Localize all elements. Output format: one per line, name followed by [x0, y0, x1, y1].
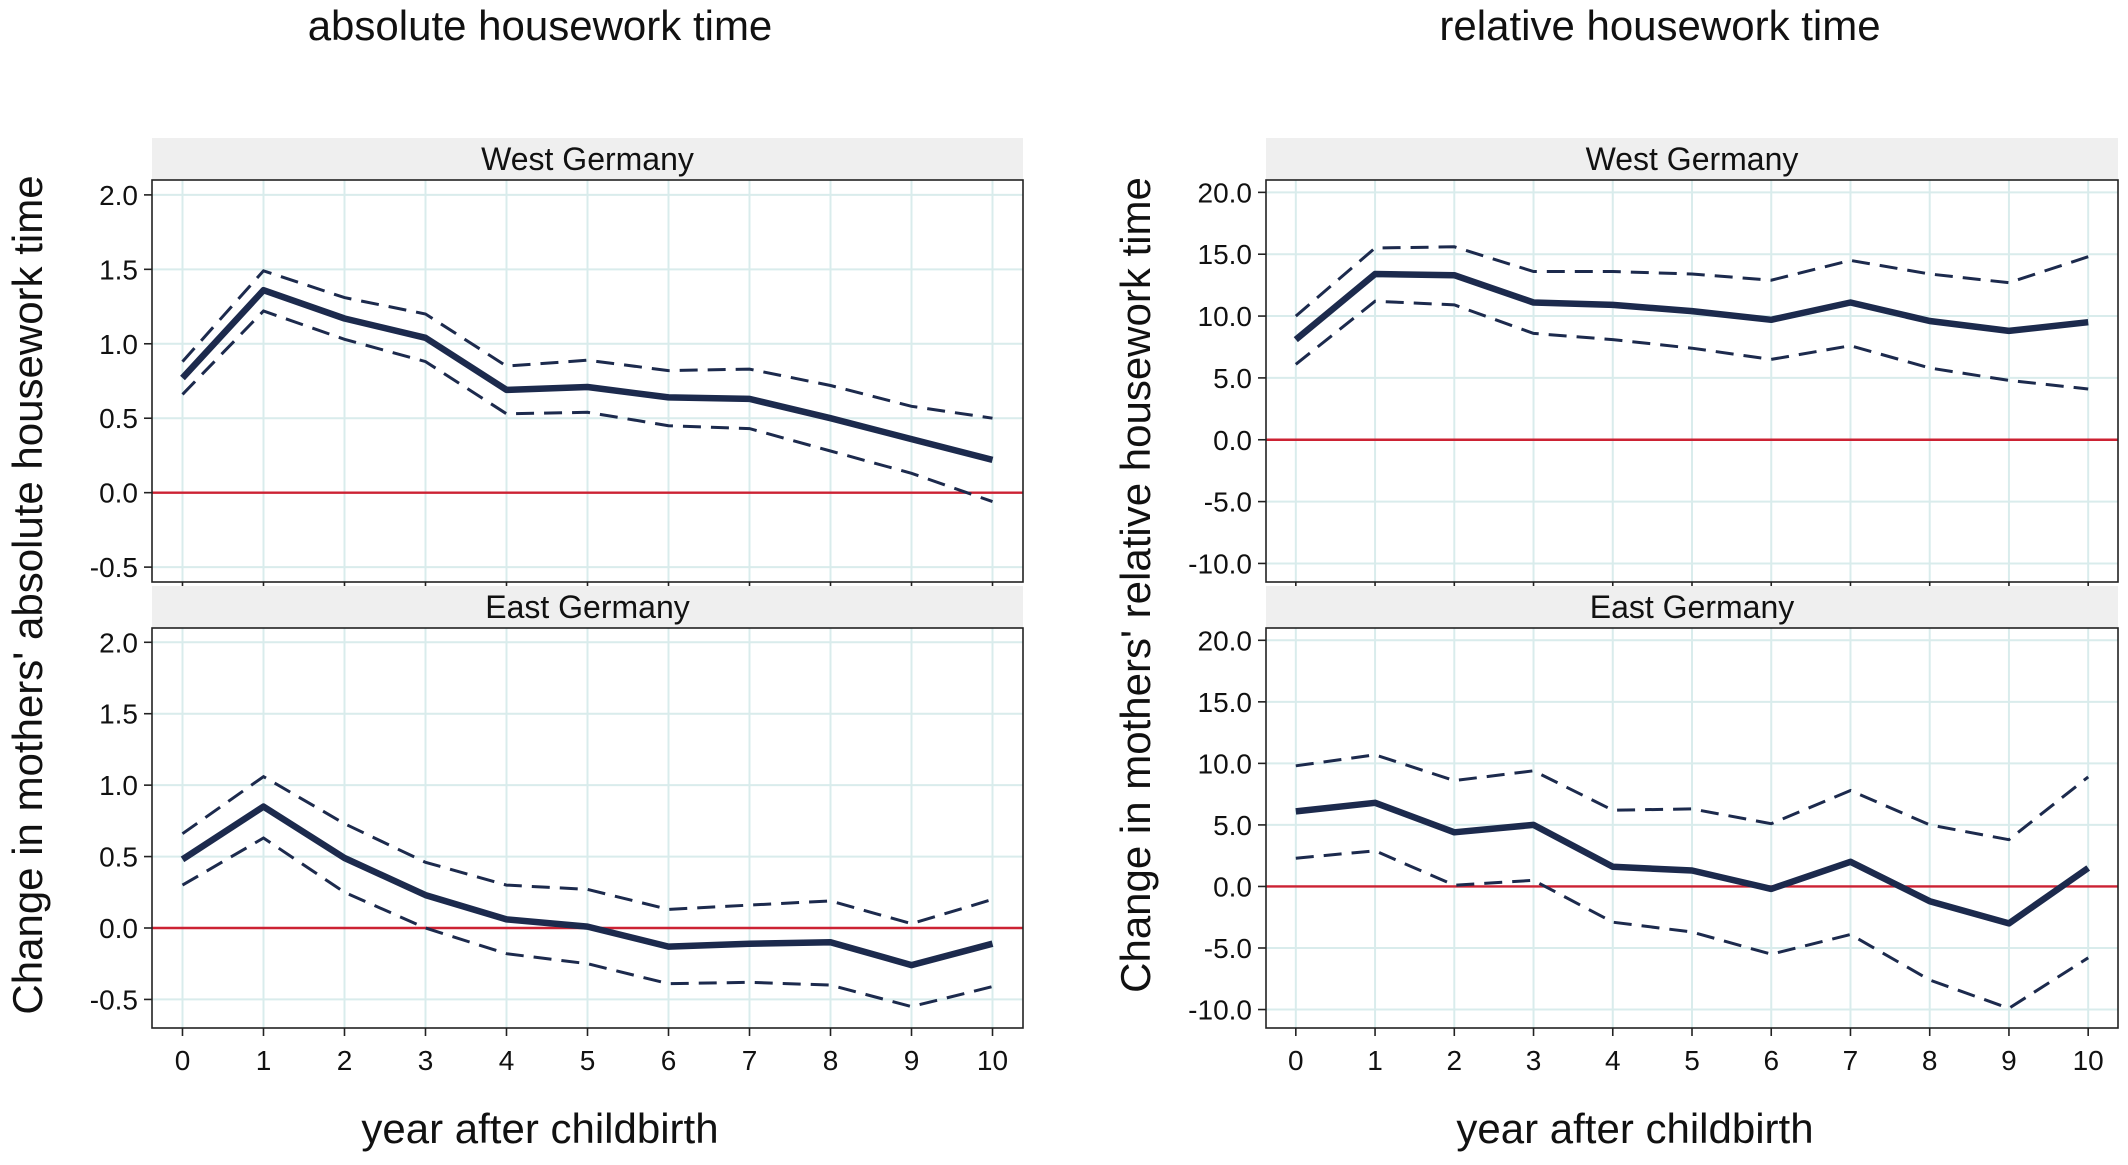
panel-3: East Germany 20.0 15.0 10.0 5.0 0.0 -5.0 -10.0 0…	[1188, 586, 2119, 1076]
panel-strip	[152, 586, 1023, 628]
y-tick-label: 10.0	[1198, 748, 1253, 779]
x-tick-label: 3	[418, 1045, 434, 1076]
y-tick-label: 5.0	[1213, 363, 1252, 394]
x-tick-label: 2	[1447, 1045, 1463, 1076]
panel-strip-label: East Germany	[485, 589, 690, 625]
y-tick-label: 1.5	[99, 699, 138, 730]
panel-2: West Germany 20.0 15.0 10.0 5.0 0.0 -5.0 -10.0	[1188, 138, 2119, 588]
x-tick-label: 1	[1367, 1045, 1383, 1076]
x-tick-label: 7	[742, 1045, 758, 1076]
panel-strip	[1266, 138, 2118, 180]
x-tick-label: 8	[1922, 1045, 1938, 1076]
y-tick-label: -5.0	[1204, 487, 1252, 518]
x-tick-label: 5	[580, 1045, 596, 1076]
x-tick-label: 4	[1605, 1045, 1621, 1076]
x-tick-label: 10	[2073, 1045, 2104, 1076]
panel-strip-label: East Germany	[1590, 589, 1795, 625]
ci-lower-line	[1294, 299, 2089, 391]
y-tick-label: 0.0	[1213, 871, 1252, 902]
y-tick-label: 5.0	[1213, 810, 1252, 841]
y-tick-label: 2.0	[99, 627, 138, 658]
estimate-line	[1295, 799, 2091, 927]
ci-upper-line	[181, 269, 993, 420]
estimate-line	[1293, 270, 2089, 343]
x-tick-label: 0	[175, 1045, 191, 1076]
x-tick-label: 2	[337, 1045, 353, 1076]
x-tick-label: 5	[1684, 1045, 1700, 1076]
right-column-title: relative housework time	[1439, 2, 1881, 49]
y-tick-label: -10.0	[1188, 548, 1252, 579]
y-tick-label: 0.5	[99, 842, 138, 873]
panel-1: East Germany 2.0 1.5 1.0 0.5 0.0 -0.5 0 1 2 3 4 5 6 7 8…	[90, 586, 1024, 1076]
panel-strip	[1266, 586, 2118, 628]
left-column-title: absolute housework time	[307, 2, 773, 49]
x-tick-label: 9	[904, 1045, 920, 1076]
y-tick-label: 10.0	[1198, 301, 1253, 332]
ci-upper-line	[1294, 245, 2089, 318]
y-tick-label: 15.0	[1198, 239, 1253, 270]
y-tick-label: 15.0	[1198, 687, 1253, 718]
y-tick-label: 20.0	[1198, 177, 1253, 208]
x-tick-label: 6	[661, 1045, 677, 1076]
right-x-axis-label: year after childbirth	[1456, 1105, 1814, 1152]
estimate-line	[180, 803, 994, 969]
x-tick-label: 8	[823, 1045, 839, 1076]
y-tick-label: -0.5	[90, 552, 138, 583]
x-tick-label: 1	[256, 1045, 272, 1076]
y-tick-label: 0.0	[1213, 425, 1252, 456]
x-tick-label: 10	[977, 1045, 1008, 1076]
x-tick-label: 7	[1843, 1045, 1859, 1076]
y-tick-label: 1.0	[99, 329, 138, 360]
y-tick-label: -0.5	[90, 984, 138, 1015]
panel-0: West Germany 2.0 1.5 1.0 0.5 0.0 -0.5	[90, 138, 1024, 588]
y-tick-label: 0.0	[99, 913, 138, 944]
y-tick-label: -10.0	[1188, 995, 1252, 1026]
x-tick-label: 3	[1526, 1045, 1542, 1076]
x-tick-label: 0	[1288, 1045, 1304, 1076]
x-tick-label: 9	[2001, 1045, 2017, 1076]
y-tick-label: 0.0	[99, 478, 138, 509]
y-tick-label: 2.0	[99, 180, 138, 211]
panel-strip-label: West Germany	[481, 141, 694, 177]
y-tick-label: 20.0	[1198, 625, 1253, 656]
y-tick-label: 0.5	[99, 403, 138, 434]
x-tick-label: 6	[1763, 1045, 1779, 1076]
left-x-axis-label: year after childbirth	[361, 1105, 719, 1152]
y-tick-label: 1.0	[99, 770, 138, 801]
panel-strip	[152, 138, 1023, 180]
estimate-line	[180, 286, 994, 464]
y-tick-label: -5.0	[1204, 933, 1252, 964]
ci-lower-line	[181, 309, 993, 504]
panel-strip-label: West Germany	[1586, 141, 1799, 177]
y-tick-label: 1.5	[99, 254, 138, 285]
x-tick-label: 4	[499, 1045, 515, 1076]
